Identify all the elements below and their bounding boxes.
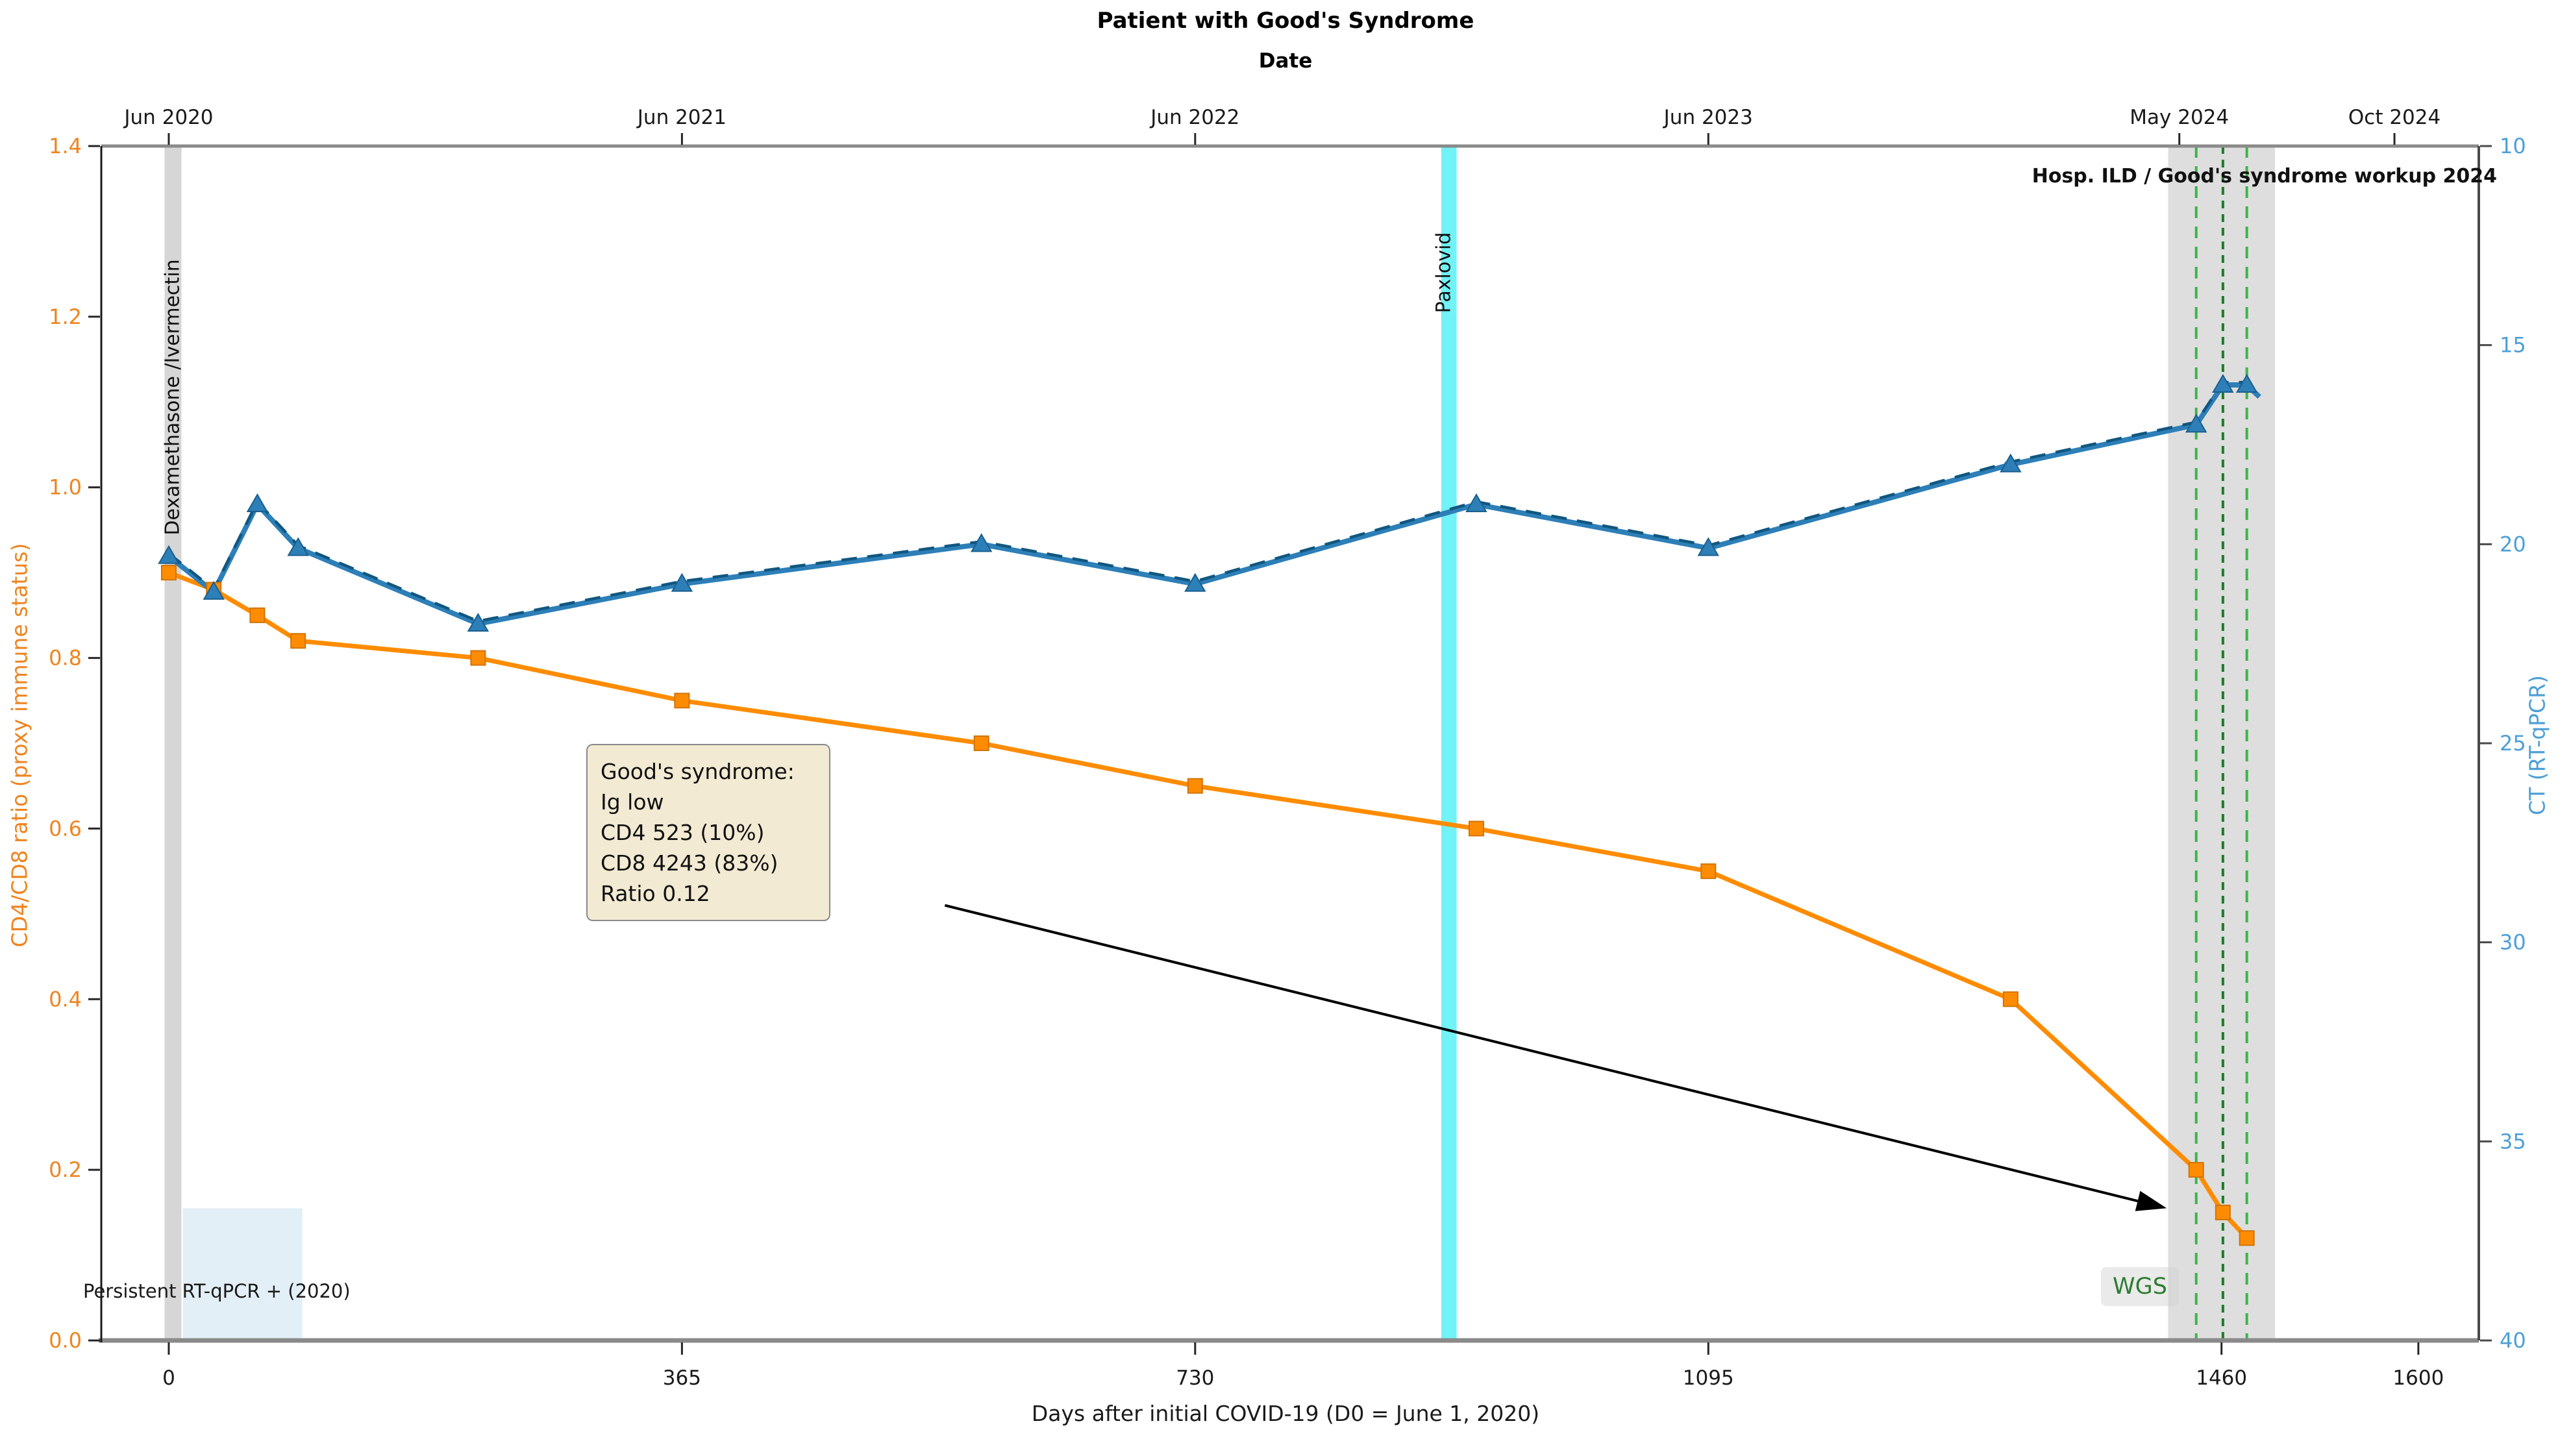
cd4cd8-marker <box>290 633 306 649</box>
wgs-label: WGS <box>2101 1267 2179 1306</box>
annotation-line: Ratio 0.12 <box>601 881 710 906</box>
x-tick-label: 1095 <box>1683 1366 1734 1390</box>
ct-dashed-overlay-line <box>168 380 2261 623</box>
left-y-axis-title: CD4/CD8 ratio (proxy immune status) <box>6 543 32 948</box>
ct-marker <box>467 612 490 632</box>
paxlovid-band <box>1441 146 1457 1340</box>
cd4cd8-marker <box>160 565 177 581</box>
annotation-arrow-shaft <box>944 904 2139 1203</box>
chart-title: Patient with Good's Syndrome <box>1097 8 1474 34</box>
left-tick-label: 0.2 <box>49 1157 82 1182</box>
cd4cd8-line <box>168 570 2249 1240</box>
left-tick-label: 0.0 <box>49 1328 82 1353</box>
dexamethasone-ivermectin-band <box>164 146 182 1340</box>
cd4cd8-marker <box>2002 991 2018 1007</box>
cd4cd8-marker <box>1700 863 1717 880</box>
cd4cd8-marker <box>674 693 690 709</box>
right-tick-label: 20 <box>2500 532 2526 556</box>
right-tick-label: 15 <box>2500 333 2526 358</box>
x-tick-label: 1460 <box>2196 1366 2247 1390</box>
ct-marker <box>158 545 180 564</box>
cd4cd8-marker <box>1468 821 1484 837</box>
cd4cd8-marker <box>249 607 266 623</box>
right-tick-label: 30 <box>2500 930 2526 955</box>
hospital-workup-annotation: Hosp. ILD / Good's syndrome workup 2024 <box>2031 165 2497 188</box>
ct-marker <box>203 580 225 600</box>
ct-marker <box>970 533 993 552</box>
ct-marker <box>2185 413 2207 433</box>
x-tick-label: 730 <box>1176 1366 1214 1390</box>
right-tick-label: 10 <box>2500 134 2526 158</box>
cd4cd8-marker <box>2188 1162 2204 1178</box>
right-y-axis-title: CT (RT-qPCR) <box>2524 675 2550 815</box>
goods-syndrome-annotation-box: Good's syndrome: Ig low CD4 523 (10%) CD… <box>586 744 830 921</box>
x-axis-title: Days after initial COVID-19 (D0 = June 1… <box>1031 1401 1540 1426</box>
hosp-workup-band <box>2168 146 2275 1340</box>
cd4cd8-marker <box>2215 1204 2231 1220</box>
cd4cd8-marker <box>470 650 486 666</box>
date-tick-label: Jun 2020 <box>123 106 213 129</box>
ct-marker <box>1697 537 1719 556</box>
top-axis-title: Date <box>1258 49 1313 73</box>
ct-marker <box>1184 573 1206 592</box>
left-tick-label: 0.6 <box>49 816 82 841</box>
x-tick-label: 365 <box>663 1366 701 1390</box>
right-tick-label: 40 <box>2500 1328 2526 1353</box>
ct-marker <box>287 537 309 556</box>
left-tick-label: 1.0 <box>49 475 82 500</box>
persistent-rtqpcr-positive-region <box>182 1208 303 1340</box>
x-tick-label: 1600 <box>2392 1366 2444 1390</box>
persistent-rtqpcr-label: Persistent RT-qPCR + (2020) <box>83 1280 351 1302</box>
annotation-line: CD8 4243 (83%) <box>601 850 778 876</box>
left-tick-label: 1.2 <box>49 304 82 329</box>
annotation-arrow-head <box>2135 1191 2167 1211</box>
left-tick-label: 1.4 <box>49 134 82 158</box>
ct-marker <box>2212 373 2234 393</box>
left-tick-label: 0.8 <box>49 646 82 671</box>
ct-marker <box>671 573 693 592</box>
left-tick-label: 0.4 <box>49 987 82 1011</box>
annotation-line: Ig low <box>601 789 664 815</box>
x-tick-label: 0 <box>162 1366 175 1390</box>
date-tick-label: May 2024 <box>2130 106 2229 129</box>
ct-marker <box>246 493 269 512</box>
cd4cd8-marker <box>2239 1230 2255 1246</box>
annotation-line: Good's syndrome: <box>601 759 795 784</box>
dexamethasone-ivermectin-band-label: Dexamethasone /Ivermectin <box>161 259 184 536</box>
right-tick-label: 35 <box>2500 1129 2526 1154</box>
ct-marker <box>2000 453 2022 473</box>
ct-marker <box>2235 373 2258 393</box>
ct-marker <box>1465 493 1487 512</box>
paxlovid-band-label: Paxlovid <box>1432 232 1456 314</box>
right-tick-label: 25 <box>2500 731 2526 756</box>
date-tick-label: Jun 2021 <box>636 106 727 129</box>
cd4cd8-marker <box>1187 778 1203 794</box>
date-tick-label: Oct 2024 <box>2348 106 2441 129</box>
ct-line <box>167 382 2261 626</box>
cd4cd8-marker <box>973 735 989 751</box>
date-tick-label: Jun 2023 <box>1663 106 1753 129</box>
annotation-line: CD4 523 (10%) <box>601 820 765 845</box>
date-tick-label: Jun 2022 <box>1149 106 1239 129</box>
